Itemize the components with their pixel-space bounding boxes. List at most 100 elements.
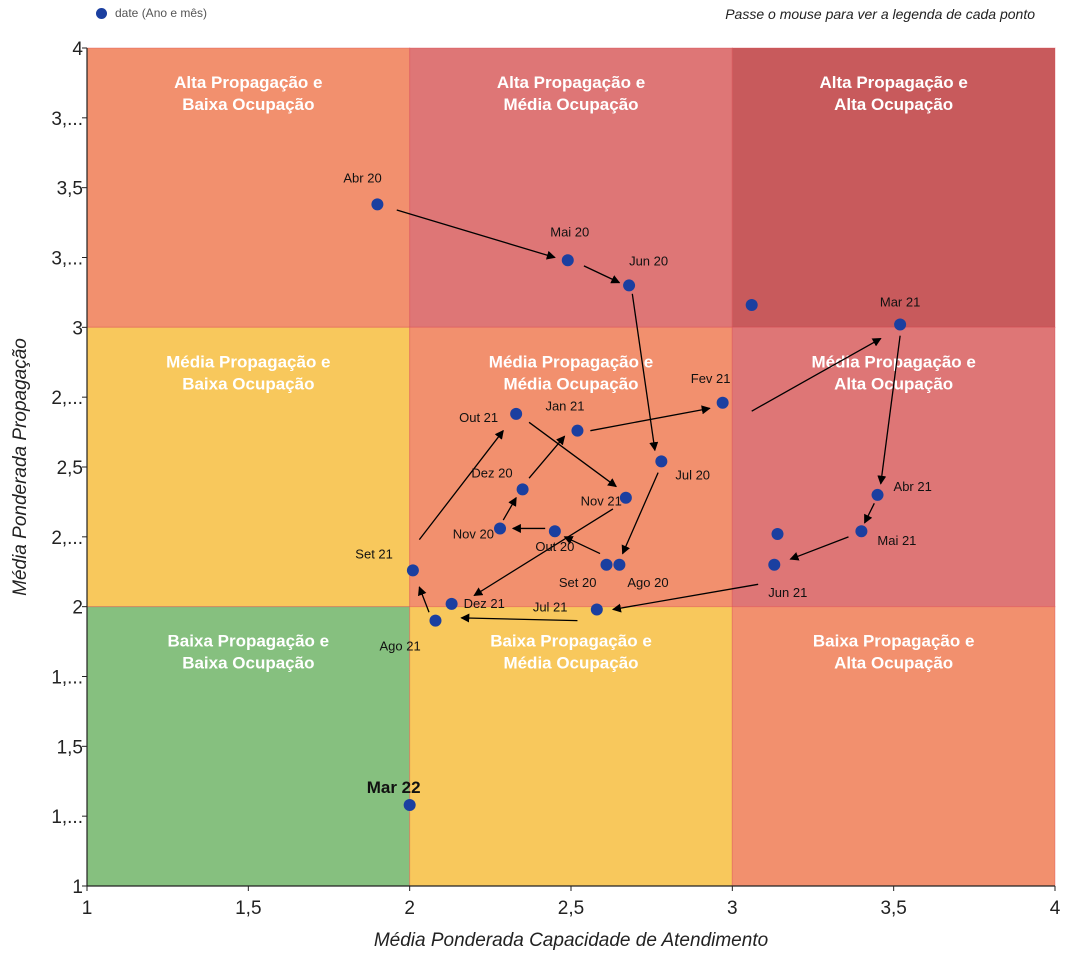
y-tick-label: 2,... [51, 388, 83, 409]
x-axis-title: Média Ponderada Capacidade de Atendiment… [374, 930, 768, 951]
y-tick-label: 2,5 [57, 458, 83, 479]
quadrant-3 [86, 326, 411, 608]
data-point[interactable] [623, 279, 636, 292]
data-point[interactable] [655, 455, 668, 468]
data-point[interactable] [561, 254, 574, 267]
point-label: Abr 20 [343, 170, 381, 185]
data-point[interactable] [768, 558, 781, 571]
data-point[interactable] [590, 603, 603, 616]
trajectory-arrow [590, 405, 711, 432]
data-point[interactable] [600, 558, 613, 571]
y-tick-label: 2 [72, 598, 83, 619]
point-labels-layer: Abr 20 Mai 20 Jun 20 Jul 20 Ago 20 Set 20 Out … [343, 170, 931, 797]
trajectory-arrow [583, 265, 621, 284]
quadrant-label: Média Ocupação [503, 654, 638, 673]
quadrant-0 [86, 47, 411, 328]
quadrant-5 [731, 326, 1056, 608]
data-point[interactable] [510, 407, 523, 420]
quadrant-label: Média Propagação e [166, 352, 330, 371]
quadrant-2 [731, 47, 1056, 328]
point-label: Mar 22 [367, 778, 421, 797]
point-label: Mai 21 [877, 533, 916, 548]
data-point[interactable] [871, 488, 884, 501]
data-point[interactable] [716, 396, 729, 409]
point-label: Dez 21 [464, 596, 505, 611]
quadrant-label: Alta Propagação e [497, 73, 645, 92]
data-point[interactable] [619, 491, 632, 504]
point-label: Abr 21 [894, 479, 932, 494]
quadrant-label: Alta Propagação e [820, 73, 968, 92]
x-tick-label: 1,5 [235, 898, 261, 919]
hover-hint: Passe o mouse para ver a legenda de cada… [725, 6, 1035, 22]
y-tick-label: 3,5 [57, 179, 83, 200]
point-label: Set 20 [559, 575, 597, 590]
legend-dot-icon [96, 7, 107, 19]
trajectory-arrow [621, 472, 659, 555]
trajectory-arrow [563, 536, 601, 555]
legend: date (Ano e mês) [96, 6, 207, 20]
points-layer [371, 198, 907, 811]
data-point[interactable] [855, 525, 868, 538]
y-tick-label: 3,... [51, 249, 83, 270]
data-point[interactable] [745, 298, 758, 311]
data-point[interactable] [771, 528, 784, 541]
quadrant-label: Média Propagação e [489, 352, 653, 371]
x-tick-label: 2,5 [558, 898, 584, 919]
point-label: Out 20 [535, 539, 574, 554]
data-point[interactable] [516, 483, 529, 496]
quadrant-labels-layer: Alta Propagação e Baixa Ocupação Alta Prop… [166, 73, 976, 673]
x-tick-label: 2 [404, 898, 415, 919]
point-label: Nov 21 [581, 494, 622, 509]
point-label: Jun 21 [768, 585, 807, 600]
data-point[interactable] [571, 424, 584, 437]
quadrant-label: Média Ocupação [503, 374, 638, 393]
y-tick-label: 2,... [51, 528, 83, 549]
point-label: Fev 21 [691, 371, 731, 386]
data-point[interactable] [403, 798, 416, 811]
quadrant-label: Baixa Ocupação [182, 654, 314, 673]
data-point[interactable] [613, 558, 626, 571]
x-tick-label: 4 [1050, 898, 1061, 919]
y-tick-label: 1,5 [57, 737, 83, 758]
point-label: Ago 21 [379, 639, 420, 654]
quadrant-label: Alta Ocupação [834, 654, 953, 673]
data-point[interactable] [371, 198, 384, 211]
point-label: Mar 21 [880, 295, 920, 310]
quadrant-1 [409, 47, 733, 328]
point-label: Jul 20 [675, 467, 710, 482]
quadrant-label: Alta Propagação e [174, 73, 322, 92]
point-label: Out 21 [459, 410, 498, 425]
data-point[interactable] [445, 597, 458, 610]
arrows-layer [396, 209, 901, 623]
data-point[interactable] [894, 318, 907, 331]
trajectory-arrow [460, 613, 578, 623]
y-tick-label: 4 [72, 39, 83, 60]
point-label: Jan 21 [545, 399, 584, 414]
trajectory-arrow [789, 536, 849, 561]
trajectory-arrow [502, 496, 517, 521]
point-label: Jul 21 [533, 599, 568, 614]
trajectory-arrow [751, 337, 882, 412]
point-label: Jun 20 [629, 253, 668, 268]
trajectory-arrow [864, 503, 875, 524]
x-tick-label: 1 [82, 898, 93, 919]
quadrant-label: Baixa Propagação e [490, 632, 652, 651]
trajectory-arrow [611, 583, 759, 613]
quadrant-label: Baixa Propagação e [813, 632, 975, 651]
y-tick-label: 1,... [51, 807, 83, 828]
quadrant-7 [409, 606, 733, 887]
quadrant-label: Baixa Propagação e [168, 632, 330, 651]
quadrants-layer [86, 47, 1056, 887]
data-point[interactable] [406, 564, 419, 577]
data-point[interactable] [494, 522, 507, 535]
point-label: Dez 20 [471, 465, 512, 480]
x-tick-label: 3,5 [880, 898, 906, 919]
data-point[interactable] [429, 614, 442, 627]
point-label: Ago 20 [627, 575, 668, 590]
data-point[interactable] [548, 525, 561, 538]
point-label: Mai 20 [550, 224, 589, 239]
quadrant-label: Alta Ocupação [834, 95, 953, 114]
quadrant-8 [731, 606, 1056, 887]
point-label: Set 21 [355, 546, 393, 561]
